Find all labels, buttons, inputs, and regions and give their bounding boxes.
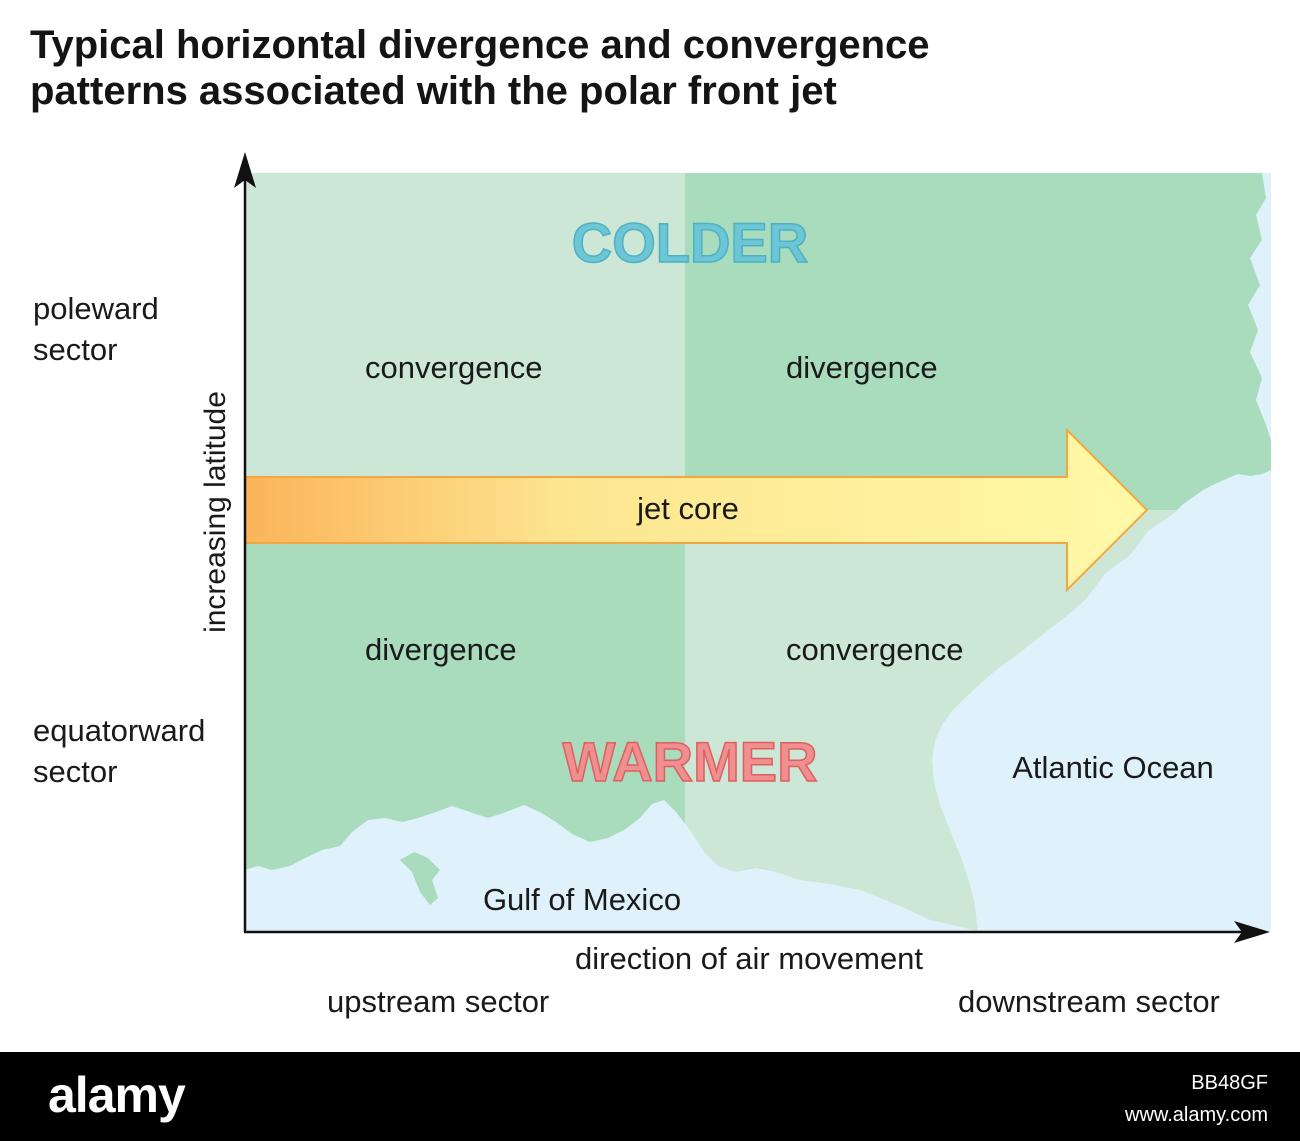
downstream-sector-label: downstream sector: [958, 984, 1220, 1019]
jet-core-label: jet core: [636, 491, 739, 526]
poleward-sector-text: poleward sector: [33, 291, 159, 367]
atlantic-ocean-label: Atlantic Ocean: [1012, 750, 1214, 785]
jet-core-arrow: [244, 427, 1149, 593]
gulf-of-mexico-label: Gulf of Mexico: [483, 882, 681, 917]
lower-right-convergence-label: convergence: [786, 632, 964, 667]
river-delta: [400, 852, 440, 905]
latitude-axis-title: increasing latitude: [199, 391, 232, 633]
upper-left-zone: [245, 173, 685, 510]
equatorward-sector-label: equatorward sector: [33, 710, 233, 792]
jet-diagram: COLDER WARMER convergence divergence div…: [234, 152, 1271, 943]
lower-left-divergence-label: divergence: [365, 632, 517, 667]
diagram-title: Typical horizontal divergence and conver…: [30, 22, 1270, 114]
footer-url: www.alamy.com: [1125, 1104, 1268, 1126]
upper-left-convergence-label: convergence: [365, 350, 543, 385]
atlantic-ocean-area: [932, 470, 1271, 931]
warmer-label: WARMER: [562, 730, 817, 793]
latitude-axis-arrowhead: [234, 152, 256, 188]
movement-axis-arrowhead: [1234, 921, 1270, 943]
poleward-sector-label: poleward sector: [33, 288, 223, 370]
upper-right-zone: [685, 173, 1271, 510]
upper-right-divergence-label: divergence: [786, 350, 938, 385]
equatorward-sector-text: equatorward sector: [33, 713, 206, 789]
upstream-sector-label: upstream sector: [327, 984, 550, 1019]
title-line-2: patterns associated with the polar front…: [30, 69, 837, 113]
footer-logo: alamy: [48, 1067, 186, 1123]
colder-label: COLDER: [572, 211, 808, 274]
watermark-footer: alamy BB48GF www.alamy.com: [0, 1052, 1300, 1141]
title-line-1: Typical horizontal divergence and conver…: [30, 23, 930, 67]
footer-image-id: BB48GF: [1191, 1072, 1268, 1094]
movement-axis-title: direction of air movement: [575, 941, 924, 976]
northeast-ocean: [1248, 173, 1271, 440]
